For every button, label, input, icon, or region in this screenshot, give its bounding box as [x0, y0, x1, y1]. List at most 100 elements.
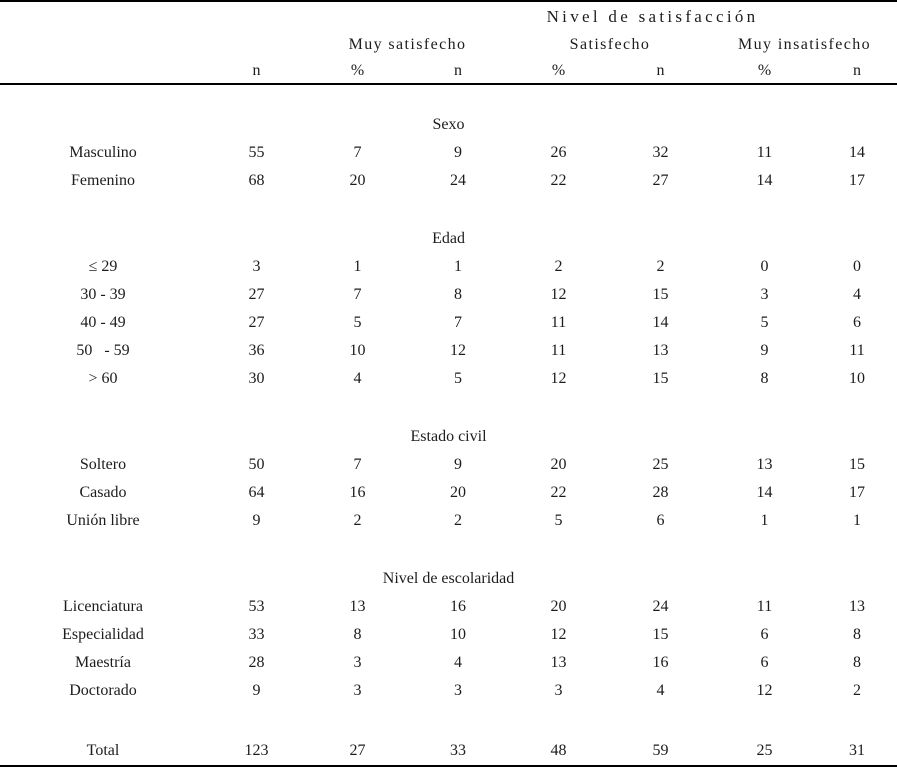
section-header-estado-civil: Estado civil	[410, 428, 487, 445]
groups-row: Muy satisfecho Satisfecho Muy insatisfec…	[0, 31, 897, 58]
data-cell: 1	[353, 258, 362, 275]
data-cell: 15	[652, 286, 669, 303]
table-row: Unión libre 9 2 2 5 6 1 1	[0, 507, 897, 535]
column-headers-row: n % n % n % n	[0, 58, 897, 85]
spacer-row	[0, 84, 897, 111]
data-cell: 12	[550, 286, 567, 303]
col-header-n: n	[609, 58, 712, 85]
table-row: > 60 30 4 5 12 15 8 10	[0, 365, 897, 393]
data-cell: 50	[248, 456, 265, 473]
table-row: Soltero 50 7 9 20 25 13 15	[0, 451, 897, 479]
row-label: Femenino	[71, 172, 135, 189]
data-cell: 31	[849, 742, 866, 759]
data-cell: 17	[849, 484, 866, 501]
col-header-n: n	[206, 58, 307, 85]
data-cell: 6	[760, 654, 769, 671]
data-cell: 1	[760, 512, 769, 529]
data-cell: 13	[550, 654, 567, 671]
table-row: Especialidad 33 8 10 12 15 6 8	[0, 621, 897, 649]
spacer-row	[0, 195, 897, 225]
section-header-row: Nivel de escolaridad	[0, 565, 897, 593]
data-cell: 4	[656, 682, 665, 699]
data-cell: 13	[756, 456, 773, 473]
section-header-edad: Edad	[432, 230, 465, 247]
data-cell: 59	[652, 742, 669, 759]
data-cell: 33	[248, 626, 265, 643]
data-cell: 13	[849, 598, 866, 615]
data-cell: 27	[349, 742, 366, 759]
table-row: Masculino 55 7 9 26 32 11 14	[0, 139, 897, 167]
data-cell: 12	[550, 370, 567, 387]
data-cell: 7	[454, 314, 462, 331]
data-cell: 55	[248, 144, 265, 161]
table-spanner-title: Nivel de satisfacción	[546, 6, 759, 26]
data-cell: 14	[756, 172, 773, 189]
data-cell: 3	[760, 286, 769, 303]
data-cell: 6	[853, 314, 862, 331]
row-label: Especialidad	[62, 626, 144, 643]
row-label: 50 - 59	[76, 342, 130, 359]
group-header-satisfecho: Satisfecho	[569, 35, 651, 53]
data-cell: 27	[248, 314, 265, 331]
data-cell: 24	[450, 172, 466, 189]
data-cell: 27	[652, 172, 669, 189]
data-cell: 24	[652, 598, 669, 615]
data-cell: 6	[760, 626, 769, 643]
data-cell: 17	[849, 172, 866, 189]
data-cell: 12	[550, 626, 567, 643]
section-header-row: Estado civil	[0, 423, 897, 451]
data-cell: 10	[349, 342, 366, 359]
data-cell: 27	[248, 286, 265, 303]
spanner-row: Nivel de satisfacción	[0, 1, 897, 31]
row-label: > 60	[88, 370, 118, 387]
data-cell: 8	[353, 626, 362, 643]
row-label: Soltero	[79, 456, 127, 473]
col-header-pct: %	[712, 58, 817, 85]
data-cell: 4	[454, 654, 462, 671]
data-cell: 7	[353, 456, 362, 473]
data-cell: 0	[853, 258, 862, 275]
section-header-escolaridad: Nivel de escolaridad	[382, 570, 515, 587]
data-cell: 26	[550, 144, 567, 161]
row-label: Doctorado	[69, 682, 137, 699]
row-label: Masculino	[69, 144, 137, 161]
data-cell: 14	[849, 144, 866, 161]
empty-cell	[0, 1, 408, 31]
data-cell: 32	[652, 144, 669, 161]
data-cell: 3	[353, 654, 362, 671]
data-cell: 20	[349, 172, 366, 189]
data-cell: 15	[849, 456, 866, 473]
total-row: Total 123 27 33 48 59 25 31	[0, 737, 897, 766]
group-header-muy-insatisfecho: Muy insatisfecho	[738, 35, 872, 53]
section-header-row: Sexo	[0, 111, 897, 139]
table-row: 30 - 39 27 7 8 12 15 3 4	[0, 281, 897, 309]
data-cell: 36	[248, 342, 265, 359]
data-cell: 3	[554, 682, 563, 699]
data-cell: 25	[652, 456, 669, 473]
col-header-pct: %	[307, 58, 408, 85]
data-cell: 1	[454, 258, 462, 275]
data-cell: 28	[652, 484, 669, 501]
data-cell: 9	[454, 456, 462, 473]
table-row: Licenciatura 53 13 16 20 24 11 13	[0, 593, 897, 621]
data-cell: 9	[760, 342, 769, 359]
data-cell: 0	[760, 258, 769, 275]
data-cell: 8	[853, 654, 862, 671]
row-label: 30 - 39	[80, 286, 126, 303]
data-cell: 123	[244, 742, 269, 759]
data-cell: 13	[652, 342, 669, 359]
group-header-muy-satisfecho: Muy satisfecho	[348, 35, 467, 53]
table-row: 40 - 49 27 5 7 11 14 5 6	[0, 309, 897, 337]
data-cell: 9	[252, 512, 261, 529]
spacer-row	[0, 393, 897, 423]
data-cell: 68	[248, 172, 265, 189]
table-row: Maestría 28 3 4 13 16 6 8	[0, 649, 897, 677]
table-row: 50 - 59 36 10 12 11 13 9 11	[0, 337, 897, 365]
data-cell: 14	[756, 484, 773, 501]
empty-cell	[0, 58, 206, 85]
data-cell: 22	[550, 172, 567, 189]
data-cell: 14	[652, 314, 669, 331]
row-label: Maestría	[75, 654, 131, 671]
empty-cell	[0, 31, 307, 58]
